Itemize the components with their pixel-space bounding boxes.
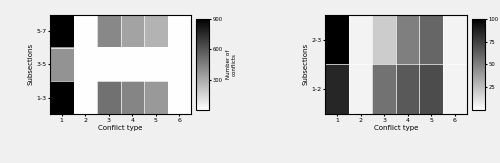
X-axis label: Conflict type: Conflict type <box>374 125 418 131</box>
Y-axis label: Subsections: Subsections <box>303 43 309 85</box>
X-axis label: Conflict type: Conflict type <box>98 125 143 131</box>
Y-axis label: Subsections: Subsections <box>28 43 34 85</box>
Y-axis label: Number of
conflicts: Number of conflicts <box>226 50 236 79</box>
